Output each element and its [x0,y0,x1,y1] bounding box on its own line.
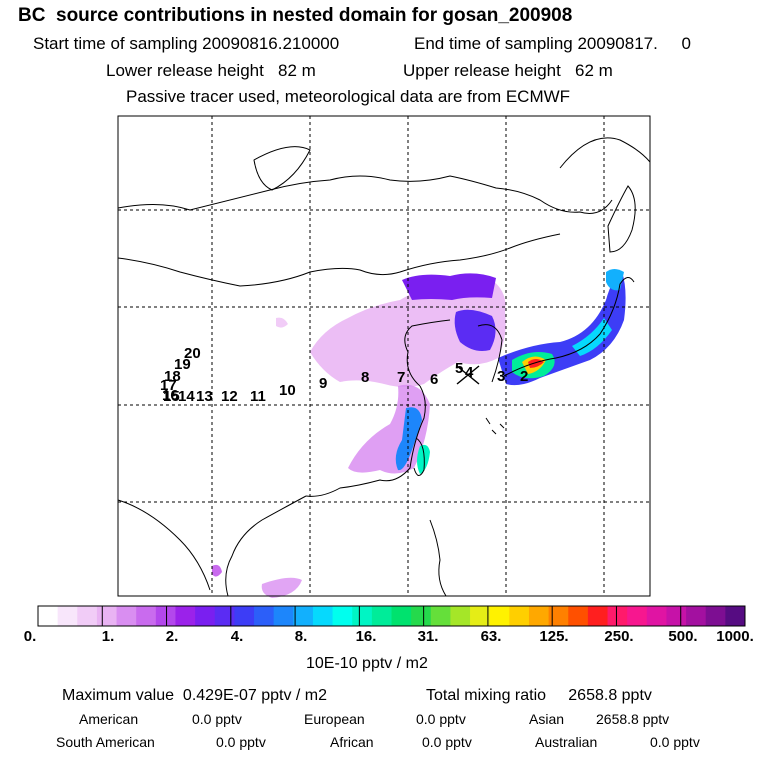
colorbar-label-4: 4. [230,628,244,645]
colorbar-swatch [391,606,412,626]
region-value-european: 0.0 pptv [416,711,466,727]
colorbar-swatch [411,606,432,626]
colorbar-swatch [293,606,314,626]
trajectory-label-14: 14 [178,388,195,405]
colorbar-swatch [254,606,275,626]
trajectory-label-19: 19 [174,356,191,373]
colorbar-label-500: 500. [668,628,698,645]
colorbar-swatch [509,606,530,626]
colorbar-swatch [430,606,451,626]
colorbar-swatch [234,606,255,626]
colorbar-label-0: 0. [23,628,37,645]
concentration-field [212,269,626,598]
upper-release-label: Upper release height 62 m [403,61,613,80]
colorbar-swatch [77,606,98,626]
trajectory-label-5: 5 [455,360,463,377]
colorbar-swatch [175,606,196,626]
trajectory-label-6: 6 [430,371,438,388]
colorbar-label-1: 1. [101,628,115,645]
map-frame [117,115,651,597]
colorbar [37,605,746,627]
trajectory-label-15: 15 [163,388,180,405]
colorbar-swatch [705,606,726,626]
trajectory-label-4: 4 [465,364,474,381]
colorbar-swatch [686,606,707,626]
colorbar-swatch [371,606,392,626]
colorbar-swatch [489,606,510,626]
total-mixing-text: Total mixing ratio 2658.8 pptv [426,687,652,704]
region-name-european: European [304,711,365,727]
colorbar-swatch [273,606,294,626]
start-time-label: Start time of sampling 20090816.210000 [33,34,340,53]
colorbar-swatch [548,606,569,626]
colorbar-swatch [352,606,373,626]
lower-release-label: Lower release height 82 m [106,61,316,80]
map-title: BC source contributions in nested domain… [18,5,573,26]
region-value-american: 0.0 pptv [192,711,242,727]
colorbar-swatch [195,606,216,626]
colorbar-swatch [666,606,687,626]
colorbar-label-31: 31. [417,628,439,645]
end-time-label: End time of sampling 20090817. 0 [414,34,691,53]
trajectory-label-20: 20 [184,345,201,362]
colorbar-swatch [57,606,78,626]
trajectory-label-13: 13 [196,388,213,405]
region-name-african: African [330,734,374,750]
colorbar-label-250: 250. [604,628,634,645]
colorbar-label-16: 16. [355,628,377,645]
colorbar-swatch [214,606,235,626]
coastlines [117,137,651,597]
receptor-marker [456,365,480,385]
trajectory-label-17: 17 [160,377,177,394]
trajectory-label-11: 11 [250,388,266,405]
colorbar-frame [37,605,746,627]
colorbar-swatch [725,606,746,626]
trajectory-label-3: 3 [497,368,505,385]
region-name-american: American [79,711,139,727]
region-value-australian: 0.0 pptv [650,734,700,750]
tracer-note: Passive tracer used, meteorological data… [126,87,571,106]
region-name-australian: Australian [535,734,598,750]
colorbar-label-2: 2. [165,628,179,645]
colorbar-swatch [96,606,118,626]
trajectory-label-12: 12 [221,388,238,405]
colorbar-swatch [38,606,59,626]
trajectory-label-7: 7 [397,369,405,386]
region-value-african: 0.0 pptv [422,734,472,750]
region-value-south-american: 0.0 pptv [216,734,266,750]
graticule [118,116,650,596]
colorbar-swatch [607,606,628,626]
colorbar-label-8: 8. [294,628,308,645]
trajectory-label-18: 18 [164,368,181,385]
colorbar-swatch [627,606,648,626]
trajectory-label-2: 2 [520,368,528,385]
trajectory-label-10: 10 [279,382,296,399]
colorbar-swatch [155,606,176,626]
colorbar-swatch [587,606,609,626]
colorbar-swatch [568,606,589,626]
max-value-text: Maximum value 0.429E-07 pptv / m2 [62,687,328,704]
colorbar-swatch [646,606,667,626]
colorbar-swatch [312,606,334,626]
colorbar-swatch [450,606,471,626]
trajectory-label-9: 9 [319,375,327,392]
colorbar-swatch [136,606,157,626]
region-value-asian: 2658.8 pptv [596,711,670,727]
colorbar-unit: 10E-10 pptv / m2 [306,655,428,672]
colorbar-label-125: 125. [539,628,569,645]
colorbar-swatch [332,606,353,626]
colorbar-label-1000: 1000. [716,628,754,645]
trajectory-label-8: 8 [361,369,369,386]
region-name-south-american: South American [56,734,155,750]
colorbar-swatch [470,606,491,626]
region-name-asian: Asian [529,711,565,727]
colorbar-swatch [116,606,137,626]
colorbar-swatch [528,606,550,626]
trajectory-label-16: 16 [162,387,179,404]
colorbar-label-63: 63. [480,628,502,645]
